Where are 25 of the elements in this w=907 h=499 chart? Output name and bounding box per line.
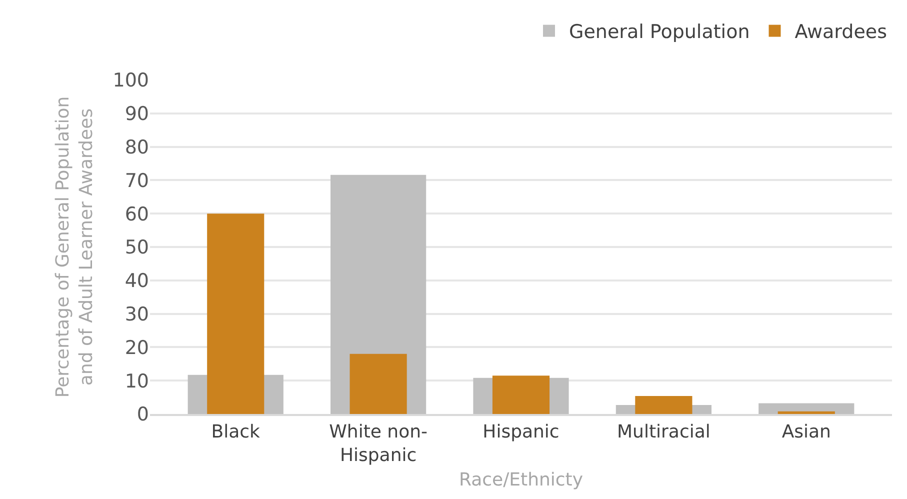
y-tick-label: 80 xyxy=(124,136,149,158)
x-tick-label: Asian xyxy=(782,422,831,443)
y-tick-label: 40 xyxy=(124,270,149,292)
bar xyxy=(492,376,550,414)
y-tick-label: 30 xyxy=(124,303,149,326)
y-axis-title: Percentage of General Population and of Adult Learner Awardees xyxy=(52,96,97,398)
bar xyxy=(350,354,407,414)
x-tick-label: Multiracial xyxy=(617,422,710,443)
y-tick-label: 60 xyxy=(124,203,149,226)
y-tick-label: 10 xyxy=(124,370,149,392)
y-tick-label: 100 xyxy=(112,70,149,92)
bar xyxy=(635,396,692,414)
bar xyxy=(778,411,835,414)
legend-label: Awardees xyxy=(794,21,887,44)
y-tick-label: 90 xyxy=(124,103,149,126)
y-tick-label: 50 xyxy=(124,236,149,259)
legend-label: General Population xyxy=(569,21,750,44)
x-tick-label: Black xyxy=(211,422,261,443)
x-tick-label: Hispanic xyxy=(482,422,560,443)
y-tick-label: 20 xyxy=(124,336,149,359)
y-tick-label: 0 xyxy=(136,404,149,426)
bar xyxy=(207,214,264,414)
y-tick-label: 70 xyxy=(124,170,149,192)
x-axis-title: Race/Ethnicty xyxy=(458,470,584,491)
x-tick-label: White non-Hispanic xyxy=(329,422,428,466)
